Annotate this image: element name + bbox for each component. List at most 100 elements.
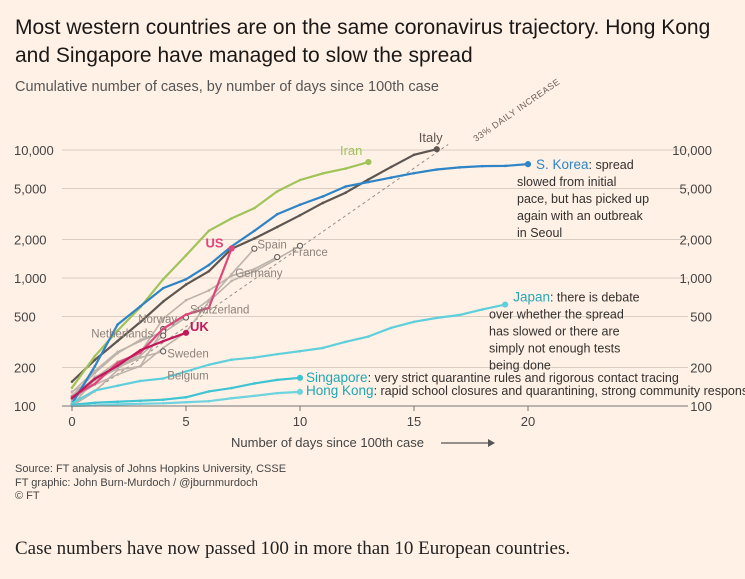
data-point-iran	[275, 190, 279, 193]
data-point-italy	[298, 214, 302, 217]
data-point-s-korea	[207, 263, 211, 267]
data-point-iran	[184, 254, 188, 257]
data-point-france	[253, 270, 256, 273]
y-tick-label-right: 1,000	[679, 271, 712, 286]
data-point-uk	[161, 339, 165, 343]
data-point-italy	[70, 380, 74, 383]
series-label-sweden: Sweden	[167, 349, 209, 361]
japan-annotation-line: simply not enough tests	[489, 342, 620, 356]
skorea-annotation-line: again with an outbreak	[517, 209, 644, 223]
data-point-japan	[275, 352, 279, 356]
data-point-s-korea	[503, 164, 507, 168]
data-point-germany	[253, 267, 256, 271]
skorea-annotation-line: in Seoul	[517, 226, 562, 240]
data-point-uk	[70, 396, 74, 400]
singapore-annotation-country: Singapore	[306, 370, 368, 385]
series-line-japan	[71, 303, 506, 405]
data-point-japan	[458, 313, 461, 317]
data-point-netherlands	[93, 369, 97, 373]
coronavirus-trajectory-chart: 33% DAILY INCREASE Italy Iran US UK Spain Fran…	[14, 77, 745, 450]
data-point-italy	[161, 300, 165, 303]
series-label-spain: Spain	[257, 240, 286, 252]
data-point-s-korea	[184, 277, 188, 281]
data-point-us	[161, 327, 165, 330]
series-label-switzerland: Switzerland	[190, 305, 249, 317]
data-point-japan	[298, 349, 302, 353]
data-point-s-korea	[253, 229, 256, 233]
series-label-norway: Norway	[138, 314, 177, 326]
data-point-uk	[116, 364, 119, 368]
skorea-annotation: S. Korea: spread slowed from initial pace,…	[517, 157, 649, 240]
data-point-s-korea	[344, 185, 347, 188]
series-end-marker-sweden	[160, 332, 167, 339]
data-point-iran	[161, 277, 165, 281]
y-tick-label-right: 200	[690, 360, 712, 375]
data-point-netherlands	[116, 350, 119, 354]
series-label-netherlands: Netherlands	[91, 328, 153, 340]
data-point-iran	[344, 167, 347, 170]
data-point-germany	[207, 289, 211, 292]
hongkong-annotation-line: : rapid school closures and quarantining…	[374, 384, 745, 398]
data-point-italy	[93, 358, 97, 362]
data-point-s-korea	[275, 212, 279, 216]
series-end-marker-japan	[502, 301, 509, 308]
data-point-singapore	[275, 378, 279, 382]
series-end-marker-hong-kong	[296, 388, 304, 395]
skorea-annotation-line: slowed from initial	[517, 175, 616, 189]
series-label-italy: Italy	[419, 130, 443, 145]
data-point-germany	[161, 317, 165, 320]
data-point-hong-kong	[161, 401, 165, 405]
data-point-japan	[93, 389, 97, 392]
label-layer: 33% DAILY INCREASE Italy Iran US UK Spain Fran…	[91, 77, 745, 398]
series-end-marker-germany	[274, 253, 281, 261]
data-point-s-korea	[458, 166, 461, 169]
data-point-norway	[139, 364, 142, 368]
x-axis-label: Number of days since 100th case	[231, 435, 424, 450]
series-end-marker-belgium	[160, 348, 167, 355]
source-line-3: © FT	[15, 490, 40, 502]
data-point-s-korea	[321, 195, 325, 198]
y-tick-label-left: 2,000	[14, 232, 47, 247]
series-line-hong-kong	[71, 390, 301, 408]
data-point-norway	[116, 373, 119, 376]
data-point-singapore	[184, 395, 188, 399]
series-line-uk	[71, 331, 187, 400]
data-point-italy	[116, 339, 119, 343]
source-line-1: Source: FT analysis of Johns Hopkins Uni…	[15, 463, 287, 475]
japan-annotation-line: has slowed or there are	[489, 325, 620, 339]
singapore-annotation: Singapore: very strict quarantine rules …	[306, 370, 679, 385]
data-point-netherlands	[139, 339, 142, 343]
data-point-italy	[321, 201, 325, 205]
data-point-s-korea	[435, 168, 439, 171]
skorea-annotation-country: S. Korea	[536, 157, 589, 172]
data-point-japan	[116, 384, 119, 388]
data-point-hong-kong	[207, 399, 211, 403]
series-label-uk: UK	[190, 319, 209, 334]
data-point-italy	[367, 178, 370, 181]
data-point-singapore	[207, 390, 211, 393]
data-point-uk	[139, 348, 142, 352]
series-label-belgium: Belgium	[167, 370, 209, 382]
data-point-hong-kong	[230, 396, 233, 400]
series-label-iran: Iran	[340, 143, 362, 158]
data-point-s-korea	[116, 323, 119, 326]
y-tick-label-right: 2,000	[679, 232, 712, 247]
data-point-france	[207, 300, 211, 303]
data-point-iran	[116, 329, 119, 332]
series-end-marker-s-korea	[524, 161, 532, 168]
data-point-germany	[184, 298, 188, 302]
data-point-japan	[412, 320, 416, 324]
data-point-japan	[389, 326, 393, 330]
data-point-s-korea	[298, 203, 302, 207]
data-point-italy	[344, 191, 347, 195]
data-point-japan	[435, 316, 439, 320]
series-end-marker-iran	[365, 159, 372, 166]
series-label-france: France	[292, 247, 328, 259]
data-point-japan	[139, 379, 142, 383]
skorea-annotation-line: pace, but has picked up	[517, 192, 649, 206]
data-point-italy	[207, 270, 211, 273]
y-tick-label-right: 10,000	[672, 143, 712, 158]
x-tick-label: 15	[407, 414, 421, 429]
chart-title: Most western countries are on the same c…	[15, 16, 711, 67]
data-point-iran	[230, 217, 233, 220]
